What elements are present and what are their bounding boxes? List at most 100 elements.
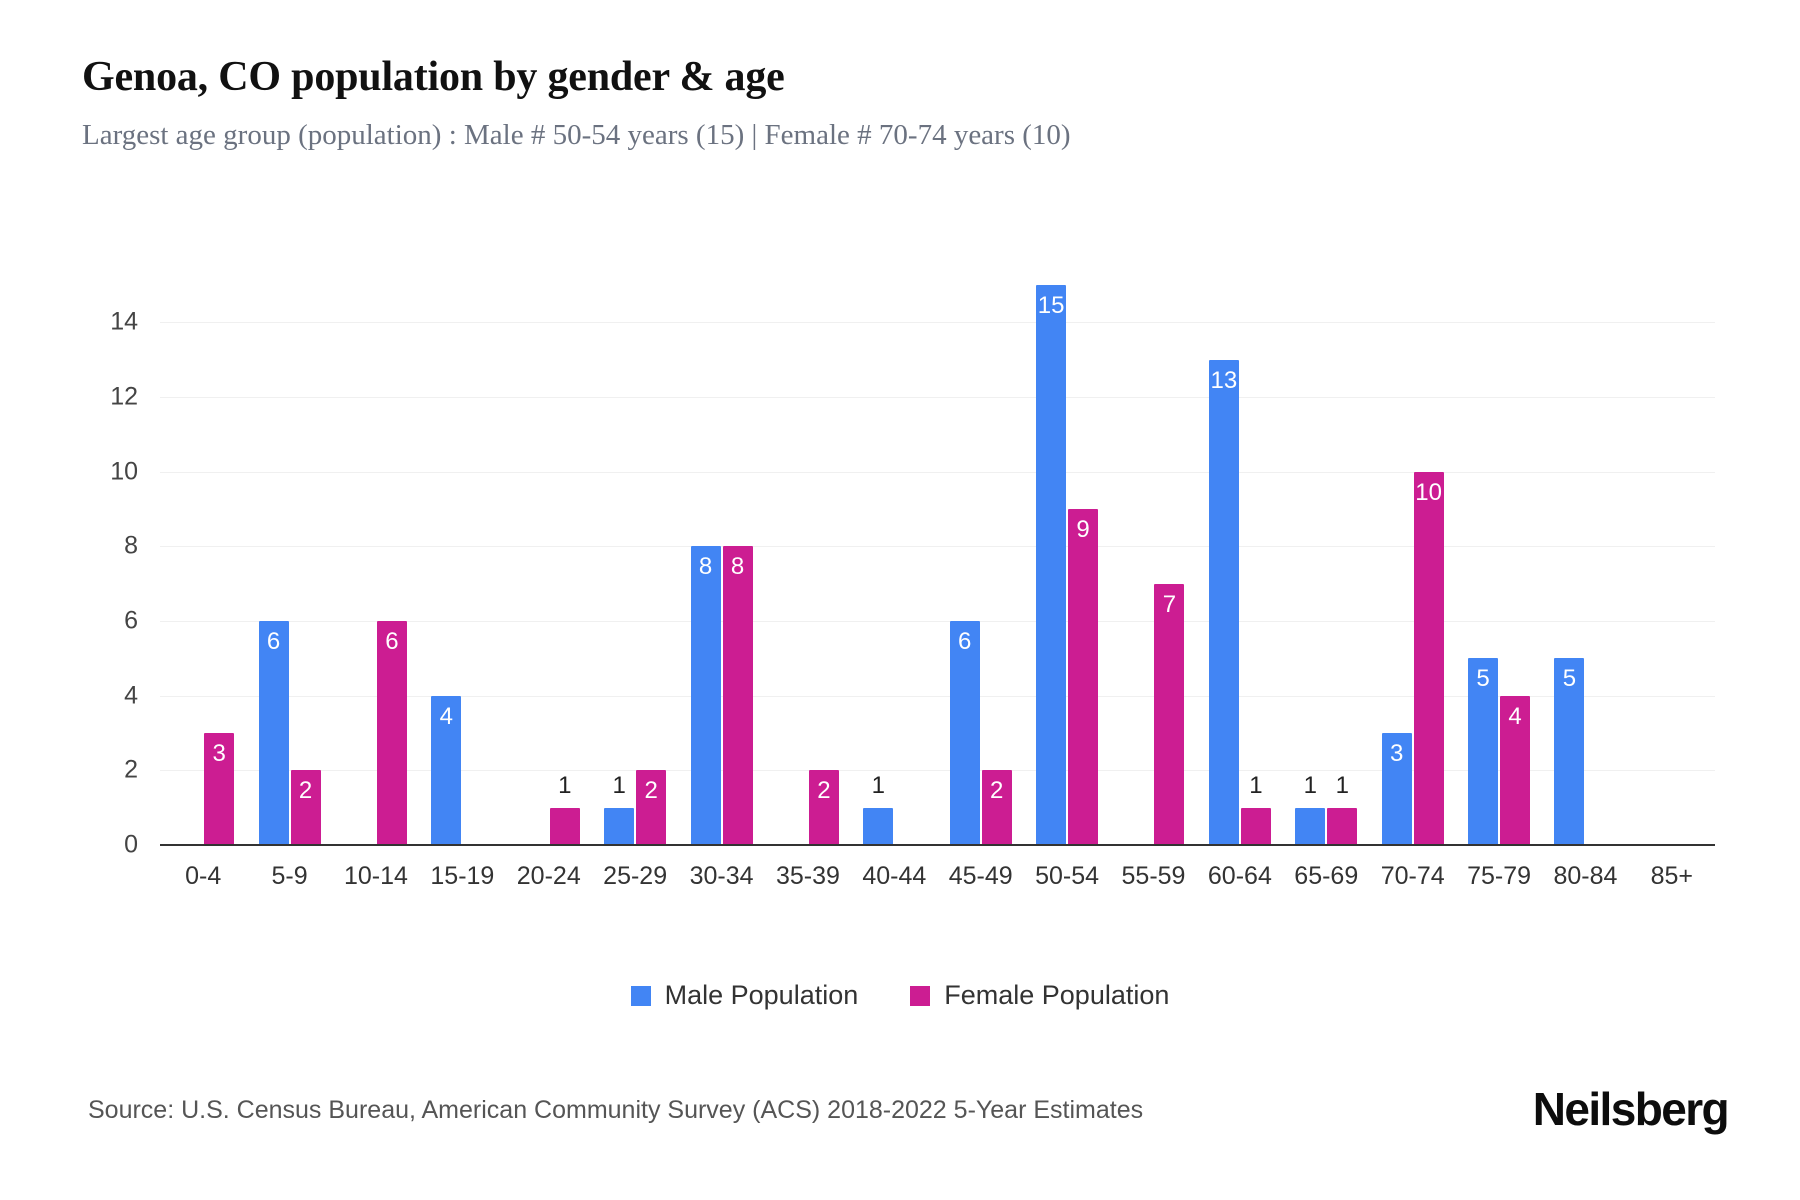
bar-value-label: 6 [958, 628, 972, 655]
gridline [160, 770, 1715, 772]
bar-male-80-84[interactable]: 5 [1554, 658, 1585, 845]
bar-female-65-69[interactable]: 1 [1327, 773, 1358, 845]
bar-value-label: 1 [1303, 771, 1317, 799]
bar-female-10-14[interactable]: 6 [376, 621, 407, 845]
bar-male-60-64[interactable]: 13 [1208, 359, 1239, 845]
x-axis-tick-label: 0-4 [185, 862, 222, 890]
bar-value-label: 6 [266, 628, 281, 655]
x-axis-tick-label: 30-34 [689, 862, 754, 890]
gridline [160, 471, 1715, 473]
gridline [160, 621, 1715, 622]
bar-group: 2 [765, 285, 851, 845]
x-axis-tick-label: 75-79 [1467, 862, 1532, 890]
x-axis-labels: 0-4 5-9 10-14 15-19 20-24 25-29 30-34 35-39 40-4… [160, 862, 1715, 891]
gridline [160, 695, 1715, 697]
bar-group: 4 [419, 285, 505, 845]
bar-male-45-49[interactable]: 6 [949, 621, 980, 845]
bar-value-label: 15 [1037, 292, 1065, 319]
bar-value-label: 4 [439, 702, 454, 730]
bar-female-20-24[interactable]: 1 [549, 773, 580, 845]
bar-value-label: 2 [298, 777, 313, 805]
bar-female-50-54[interactable]: 9 [1068, 509, 1099, 845]
bar-female-30-34[interactable]: 8 [722, 546, 753, 845]
legend-item-male[interactable]: Male Population [630, 980, 859, 1011]
bar-female-45-49[interactable]: 2 [981, 770, 1012, 845]
bars-layer: 3 6 2 6 4 1 1 2 8 8 2 1 6 2 15 9 7 13 1 1 1 3 10 5 4 5 [160, 285, 1715, 845]
bar-female-55-59[interactable]: 7 [1154, 583, 1185, 845]
bar-value-label: 8 [730, 553, 745, 581]
bar-group: 1 [506, 285, 592, 845]
bar-female-75-79[interactable]: 4 [1500, 695, 1531, 845]
legend-item-female[interactable]: Female Population [910, 980, 1169, 1011]
x-axis-tick-label: 40-44 [862, 862, 927, 890]
y-axis-tick-label: 2 [124, 755, 138, 784]
chart-header: Genoa, CO population by gender & age Lar… [82, 52, 1702, 154]
bar-male-40-44[interactable]: 1 [863, 773, 894, 845]
bar-male-50-54[interactable]: 15 [1036, 285, 1067, 845]
chart-subtitle: Largest age group (population) : Male # … [82, 119, 1071, 151]
y-axis-tick-label: 14 [110, 307, 138, 336]
x-axis-tick-label: 45-49 [948, 862, 1013, 890]
legend-swatch-icon [630, 985, 651, 1006]
bar-male-70-74[interactable]: 3 [1381, 733, 1412, 845]
bar-group: 3 [160, 285, 246, 845]
x-axis-tick-label: 50-54 [1035, 862, 1100, 890]
bar-group: 6 [333, 285, 419, 845]
page-title: Genoa, CO population by gender & age [82, 54, 785, 100]
bar-value-label: 1 [871, 771, 885, 799]
bar-group: 3 10 [1369, 285, 1455, 845]
bar-male-15-19[interactable]: 4 [431, 695, 462, 845]
bar-group: 1 [851, 285, 937, 845]
bar-value-label: 10 [1415, 478, 1442, 506]
bar-group: 5 [1542, 285, 1628, 845]
x-axis-tick-label: 80-84 [1553, 862, 1618, 890]
bar-value-label: 6 [385, 628, 399, 655]
bar-value-label: 8 [698, 553, 713, 581]
bar-value-label: 13 [1210, 366, 1238, 394]
bar-value-label: 2 [644, 777, 658, 805]
gridline [160, 397, 1715, 398]
bar-group [1629, 285, 1715, 845]
bar-value-label: 7 [1162, 590, 1177, 618]
bar-female-0-4[interactable]: 3 [204, 733, 235, 845]
bar-female-5-9[interactable]: 2 [290, 770, 321, 845]
x-axis-tick-label: 25-29 [603, 862, 668, 890]
x-axis-tick-label: 20-24 [516, 862, 581, 890]
gridline [160, 546, 1715, 548]
bar-value-label: 4 [1508, 702, 1522, 730]
bar-value-label: 2 [990, 777, 1004, 805]
bar-value-label: 5 [1476, 665, 1490, 693]
bar-male-75-79[interactable]: 5 [1468, 658, 1499, 845]
y-axis-tick-label: 4 [124, 681, 138, 710]
x-axis-tick-label: 65-69 [1294, 862, 1359, 890]
bar-value-label: 3 [1389, 740, 1404, 767]
bar-female-25-29[interactable]: 2 [636, 770, 667, 845]
bar-chart-canvas: 0 2 4 6 8 10 12 14 3 6 2 6 4 1 1 2 8 8 2 1 6 2 15 9 7 13 1 1 1 3 10 5 4… [110, 285, 1715, 859]
y-axis-tick-label: 10 [110, 457, 138, 486]
bar-male-25-29[interactable]: 1 [604, 773, 635, 845]
bar-male-30-34[interactable]: 8 [690, 546, 721, 845]
source-note: Source: U.S. Census Bureau, American Com… [88, 1096, 1144, 1124]
x-axis-tick-label: 60-64 [1207, 862, 1272, 890]
chart-plot-area: 0 2 4 6 8 10 12 14 3 6 2 6 4 1 1 2 8 8 2 1 6 2 15 9 7 13 1 1 1 3 10 5 4… [0, 250, 1800, 910]
x-axis-tick-label: 55-59 [1121, 862, 1186, 890]
y-axis-tick-label: 6 [124, 606, 138, 635]
bar-value-label: 3 [212, 740, 226, 767]
x-axis-line [160, 844, 1715, 846]
legend-label: Male Population [664, 980, 859, 1010]
bar-female-70-74[interactable]: 10 [1413, 471, 1444, 845]
x-axis-tick-label: 10-14 [344, 862, 408, 890]
bar-value-label: 1 [1249, 771, 1263, 799]
x-axis-tick-label: 35-39 [775, 862, 840, 890]
bar-female-60-64[interactable]: 1 [1240, 773, 1271, 845]
y-axis-tick-label: 0 [124, 830, 138, 859]
bar-female-35-39[interactable]: 2 [808, 770, 839, 845]
bar-male-5-9[interactable]: 6 [258, 621, 289, 845]
bar-male-65-69[interactable]: 1 [1295, 773, 1326, 845]
y-axis-tick-label: 8 [124, 531, 138, 560]
